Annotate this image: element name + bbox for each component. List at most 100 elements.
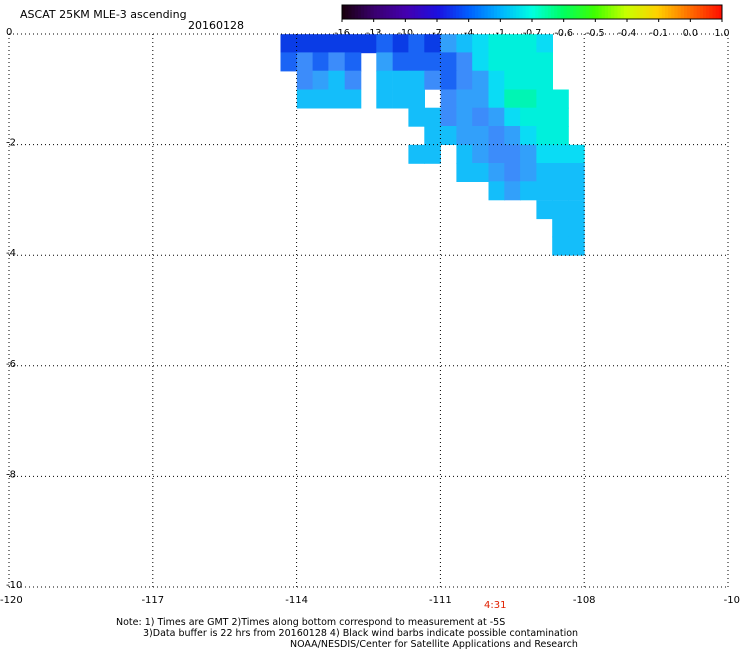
heatmap-cell bbox=[408, 144, 425, 164]
colorbar-label: -0.5 bbox=[586, 28, 605, 39]
heatmap-cell bbox=[296, 52, 314, 72]
colorbar-swatch bbox=[430, 5, 435, 19]
colorbar-swatch bbox=[376, 5, 381, 19]
heatmap-cell bbox=[504, 163, 521, 182]
heatmap-cell bbox=[520, 89, 537, 109]
heatmap-cell bbox=[568, 200, 585, 220]
heatmap-cell bbox=[296, 70, 314, 90]
heatmap-cell bbox=[504, 107, 521, 127]
note-line-1: Note: 1) Times are GMT 2)Times along bot… bbox=[116, 617, 506, 628]
colorbar-swatch bbox=[342, 5, 346, 19]
heatmap-cell bbox=[568, 181, 585, 201]
colorbar-swatch bbox=[718, 5, 723, 19]
colorbar-swatch bbox=[487, 5, 492, 19]
heatmap-cell bbox=[472, 52, 489, 72]
heatmap-cell bbox=[504, 89, 521, 109]
colorbar-swatch bbox=[437, 5, 441, 19]
colorbar-swatch bbox=[696, 5, 701, 19]
colorbar-swatch bbox=[484, 5, 489, 19]
colorbar-swatch bbox=[687, 5, 691, 19]
colorbar-swatch bbox=[608, 5, 612, 19]
colorbar-label: -0.6 bbox=[554, 28, 573, 39]
heatmap-cell bbox=[536, 52, 553, 72]
heatmap-cell bbox=[440, 34, 458, 54]
colorbar-swatch bbox=[595, 5, 599, 19]
heatmap-cell bbox=[552, 163, 569, 182]
colorbar-swatch bbox=[671, 5, 675, 19]
y-tick-label: -10 bbox=[6, 580, 22, 591]
colorbar-swatch bbox=[373, 5, 378, 19]
heatmap-cell bbox=[472, 163, 489, 182]
colorbar-swatch bbox=[576, 5, 580, 19]
colorbar-swatch bbox=[408, 5, 413, 19]
heatmap-cell bbox=[296, 89, 314, 109]
heatmap-cell bbox=[520, 34, 537, 54]
heatmap-cell bbox=[504, 34, 521, 54]
colorbar-swatch bbox=[544, 5, 549, 19]
heatmap-cell bbox=[328, 52, 345, 72]
y-tick-label: -4 bbox=[6, 248, 16, 259]
colorbar-swatch bbox=[525, 5, 530, 19]
heatmap-cell bbox=[472, 70, 489, 90]
colorbar-swatch bbox=[361, 5, 365, 19]
heatmap-cell bbox=[536, 34, 553, 54]
heatmap-cell bbox=[456, 144, 473, 164]
y-tick-label: -8 bbox=[6, 469, 16, 480]
colorbar-swatch bbox=[589, 5, 593, 19]
heatmap-cell bbox=[520, 107, 537, 127]
x-axis-tick-labels: -120 -117 -114 -111 -108 -10 bbox=[0, 595, 740, 606]
y-axis-tick-labels: 0 -2 -4 -6 -8 -10 bbox=[6, 27, 22, 591]
colorbar-swatch bbox=[639, 5, 644, 19]
colorbar-label: -0.1 bbox=[649, 28, 668, 39]
colorbar-swatch bbox=[646, 5, 650, 19]
colorbar-swatch bbox=[386, 5, 390, 19]
heatmap-cell bbox=[312, 70, 330, 90]
colorbar-swatch bbox=[402, 5, 406, 19]
heatmap-cell bbox=[488, 34, 506, 54]
heatmap-cell bbox=[440, 126, 458, 145]
heatmap-cell bbox=[344, 89, 362, 109]
colorbar-swatch bbox=[560, 5, 565, 19]
chart-title: ASCAT 25KM MLE-3 ascending bbox=[20, 8, 187, 21]
heatmap-cell bbox=[536, 89, 553, 109]
colorbar-swatch bbox=[623, 5, 628, 19]
colorbar-swatch bbox=[566, 5, 571, 19]
heatmap-cell bbox=[504, 181, 521, 201]
heatmap-cell bbox=[520, 144, 537, 164]
colorbar-swatch bbox=[468, 5, 473, 19]
colorbar-swatch bbox=[547, 5, 552, 19]
colorbar-label: 0.0 bbox=[683, 28, 698, 39]
colorbar-swatch bbox=[395, 5, 400, 19]
heatmap-cell bbox=[552, 107, 569, 127]
heatmap-cell bbox=[280, 52, 298, 72]
heatmap-cell bbox=[408, 89, 425, 109]
heatmap-cell bbox=[440, 89, 458, 109]
colorbar-swatch bbox=[424, 5, 428, 19]
colorbar-swatch bbox=[693, 5, 698, 19]
x-tick-label: -120 bbox=[0, 595, 23, 606]
colorbar-swatch bbox=[554, 5, 558, 19]
colorbar-swatch bbox=[357, 5, 362, 19]
heatmap-cell bbox=[552, 181, 569, 201]
colorbar-swatch bbox=[690, 5, 694, 19]
colorbar-swatch bbox=[658, 5, 663, 19]
colorbar-swatch bbox=[497, 5, 501, 19]
colorbar-swatch bbox=[478, 5, 482, 19]
heatmap-cell bbox=[392, 34, 410, 54]
heatmap-cell bbox=[424, 126, 441, 145]
heatmap-cell bbox=[424, 34, 441, 54]
colorbar-swatch bbox=[655, 5, 660, 19]
colorbar-swatch bbox=[459, 5, 463, 19]
heatmap-cell bbox=[552, 200, 569, 220]
colorbar-swatch bbox=[598, 5, 603, 19]
colorbar-swatch bbox=[573, 5, 577, 19]
colorbar-swatch bbox=[684, 5, 688, 19]
colorbar-label: -4 bbox=[464, 28, 473, 39]
credit-line: NOAA/NESDIS/Center for Satellite Applica… bbox=[290, 639, 578, 650]
heatmap-cell bbox=[312, 89, 330, 109]
colorbar-swatch bbox=[522, 5, 527, 19]
heatmap-cell bbox=[552, 144, 569, 164]
colorbar-swatch bbox=[709, 5, 713, 19]
colorbar-swatch bbox=[367, 5, 371, 19]
